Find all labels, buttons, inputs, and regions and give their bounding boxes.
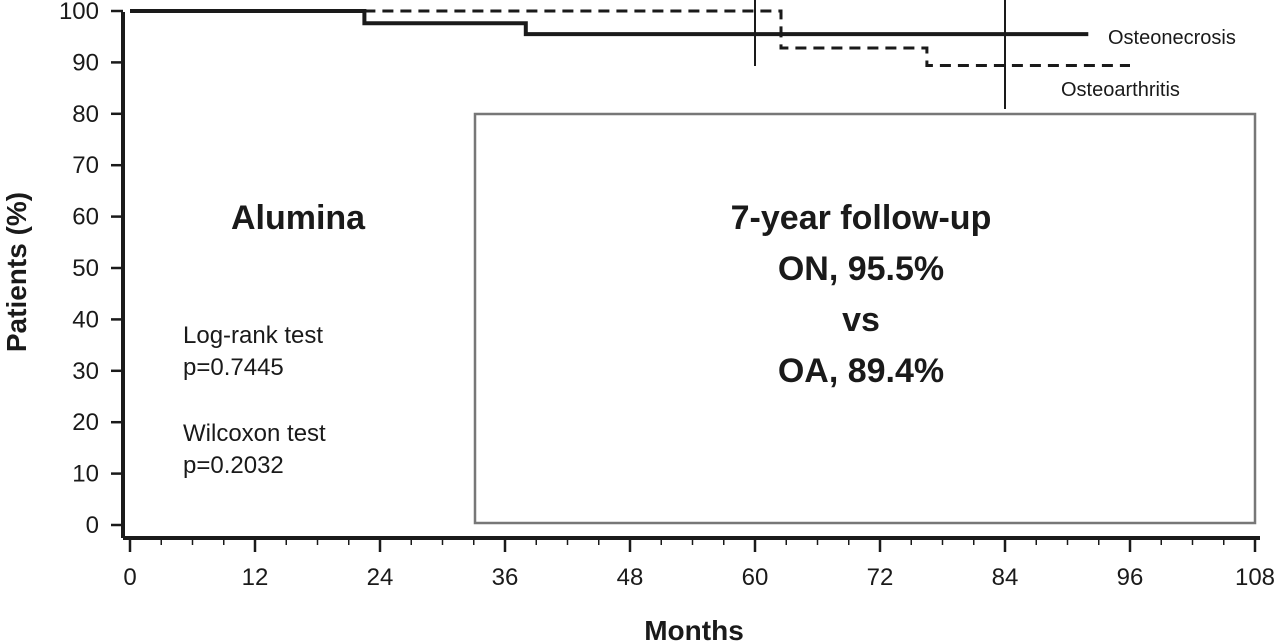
x-tick-label: 24 (367, 564, 394, 591)
y-tick-label: 60 (72, 204, 99, 231)
series-label-osteoarthritis: Osteoarthritis (1061, 79, 1180, 101)
box-line-vs: vs (842, 301, 880, 339)
x-tick-label: 108 (1235, 564, 1275, 591)
x-tick-label: 48 (617, 564, 644, 591)
wilcoxon-p-value: p=0.2032 (183, 452, 284, 479)
y-tick-label: 100 (59, 0, 99, 25)
x-tick-label: 96 (1117, 564, 1144, 591)
box-line-followup: 7-year follow-up (731, 199, 992, 237)
y-tick-label: 70 (72, 152, 99, 179)
y-tick-label: 30 (72, 358, 99, 385)
y-tick-label: 20 (72, 409, 99, 436)
x-tick-label: 84 (992, 564, 1019, 591)
x-tick-label: 60 (742, 564, 769, 591)
y-tick-label: 0 (86, 512, 99, 539)
series-line-osteonecrosis (130, 9, 1089, 37)
x-tick-label: 0 (123, 564, 136, 591)
series-line-osteoarthritis (364, 9, 1130, 67)
x-tick-label: 36 (492, 564, 519, 591)
y-axis-ticks: 0 10 20 30 40 50 60 70 80 90 100 (59, 0, 123, 539)
x-tick-label: 72 (867, 564, 894, 591)
summary-box (473, 112, 1257, 525)
y-axis-title: Patients (%) (1, 192, 32, 352)
x-axis-ticks: 0 12 24 36 48 60 72 84 96 108 (123, 538, 1275, 591)
box-line-on-rate: ON, 95.5% (778, 250, 944, 288)
y-tick-label: 10 (72, 461, 99, 488)
panel-title: Alumina (231, 199, 366, 237)
logrank-p-value: p=0.7445 (183, 354, 284, 381)
x-tick-label: 12 (242, 564, 269, 591)
series-layer (130, 0, 1130, 109)
logrank-label: Log-rank test (183, 322, 323, 349)
wilcoxon-label: Wilcoxon test (183, 420, 326, 447)
box-line-oa-rate: OA, 89.4% (778, 352, 944, 390)
y-tick-label: 40 (72, 306, 99, 333)
y-tick-label: 90 (72, 49, 99, 76)
series-label-osteonecrosis: Osteonecrosis (1108, 27, 1236, 49)
x-axis-title: Months (644, 615, 744, 644)
y-tick-label: 80 (72, 101, 99, 128)
y-tick-label: 50 (72, 255, 99, 282)
